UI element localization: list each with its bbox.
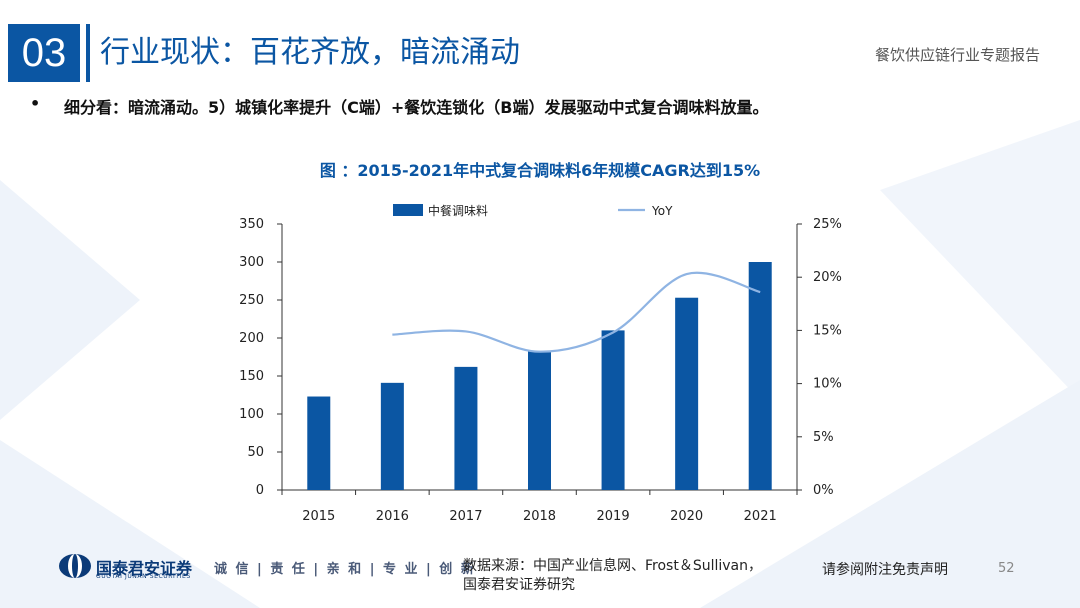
bar-2021 xyxy=(748,262,772,490)
title-divider xyxy=(86,24,90,82)
y-left-tick-label: 300 xyxy=(239,255,264,270)
legend-bar-swatch xyxy=(393,204,423,216)
y-right-tick-label: 15% xyxy=(813,323,842,338)
x-tick-label: 2018 xyxy=(523,509,556,524)
y-right-tick-label: 20% xyxy=(813,270,842,285)
bar-2017 xyxy=(454,366,478,490)
y-left-tick-label: 100 xyxy=(239,407,264,422)
y-right-tick-label: 25% xyxy=(813,217,842,232)
y-left-tick-label: 0 xyxy=(256,483,264,498)
subtitle-text: 细分看：暗流涌动。5）城镇化率提升（C端）+餐饮连锁化（B端）发展驱动中式复合调… xyxy=(64,98,769,117)
bar-2016 xyxy=(380,382,404,490)
section-number: 03 xyxy=(8,24,80,82)
page-number: 52 xyxy=(998,561,1015,576)
x-tick-label: 2017 xyxy=(449,509,482,524)
x-tick-label: 2020 xyxy=(670,509,703,524)
data-source: 数据来源：中国产业信息网、Frost＆Sullivan， 国泰君安证券研究 xyxy=(463,557,762,595)
report-name: 餐饮供应链行业专题报告 xyxy=(874,46,1040,64)
bar-2020 xyxy=(675,297,699,490)
legend-bar-label: 中餐调味料 xyxy=(428,203,488,218)
company-logo-icon xyxy=(59,554,91,578)
y-left-tick-label: 150 xyxy=(239,369,264,384)
data-source-line2: 国泰君安证券研究 xyxy=(463,577,575,593)
bar-2018 xyxy=(528,350,551,490)
x-tick-label: 2021 xyxy=(744,509,777,524)
y-left-tick-label: 350 xyxy=(239,217,264,232)
x-tick-label: 2015 xyxy=(302,509,335,524)
yoy-line xyxy=(392,271,761,353)
y-right-tick-label: 5% xyxy=(813,430,834,445)
y-left-tick-label: 200 xyxy=(239,331,264,346)
bullet-marker: • xyxy=(30,94,41,113)
page-title: 行业现状：百花齐放，暗流涌动 xyxy=(100,35,520,70)
company-slogan: 诚 信 | 责 任 | 亲 和 | 专 业 | 创 新 xyxy=(214,562,476,577)
disclaimer-link[interactable]: 请参阅附注免责声明 xyxy=(822,562,948,578)
y-right-tick-label: 10% xyxy=(813,377,842,392)
x-tick-label: 2016 xyxy=(376,509,409,524)
y-right-tick-label: 0% xyxy=(813,483,834,498)
bar-2015 xyxy=(307,396,331,490)
logo-english: GUOTAI JUNAN SECURITIES xyxy=(96,573,191,580)
logo-name: 国泰君安证券 xyxy=(96,559,193,578)
x-tick-label: 2019 xyxy=(597,509,630,524)
data-source-line1: 数据来源：中国产业信息网、Frost＆Sullivan， xyxy=(463,558,762,574)
bar-2019 xyxy=(601,330,625,490)
y-left-tick-label: 250 xyxy=(239,293,264,308)
legend-line-label: YoY xyxy=(651,204,673,218)
chart-title: 图 ：2015-2021年中式复合调味料6年规模CAGR达到15% xyxy=(319,161,761,180)
y-left-tick-label: 50 xyxy=(247,445,264,460)
